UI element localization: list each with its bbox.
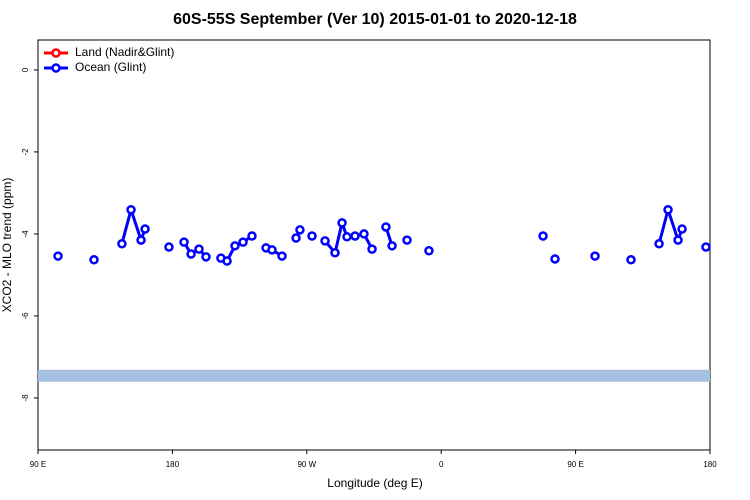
data-point	[238, 237, 248, 247]
data-point	[654, 239, 664, 249]
data-point	[194, 244, 204, 254]
x-axis-label: Longitude (deg E)	[327, 476, 422, 490]
data-point	[538, 231, 548, 241]
data-point	[626, 255, 636, 265]
data-point	[663, 204, 673, 215]
y-axis-label: XCO2 - MLO trend (ppm)	[0, 178, 14, 313]
data-point	[186, 249, 196, 259]
data-point	[424, 245, 434, 256]
data-point	[342, 232, 352, 242]
data-point	[89, 255, 99, 265]
x-tick-label: 180	[703, 460, 717, 469]
x-tick-label: 90 E	[30, 460, 46, 469]
data-point	[402, 235, 412, 245]
x-tick-label: 90 W	[297, 460, 316, 469]
legend-marker	[51, 63, 61, 73]
legend-marker	[51, 48, 61, 58]
data-point	[179, 237, 189, 247]
data-point	[367, 244, 377, 254]
data-point	[701, 242, 711, 252]
reference-band	[38, 369, 710, 382]
data-point	[136, 235, 146, 245]
series-line	[122, 210, 706, 261]
data-point	[247, 231, 257, 241]
chart-title: 60S-55S September (Ver 10) 2015-01-01 to…	[173, 11, 577, 28]
data-point	[337, 218, 347, 228]
data-point	[277, 251, 287, 261]
data-point	[359, 229, 369, 239]
data-point	[230, 241, 240, 251]
y-tick-label: -8	[21, 394, 30, 402]
data-point	[673, 235, 683, 245]
x-tick-label: 90 E	[567, 460, 583, 469]
x-tick-label: 0	[439, 460, 444, 469]
x-tick-label: 180	[166, 460, 180, 469]
data-point	[590, 251, 600, 261]
data-point	[320, 236, 330, 246]
data-point	[267, 245, 277, 255]
data-point	[53, 251, 63, 261]
data-point	[295, 225, 305, 235]
y-tick-label: -4	[21, 230, 30, 238]
data-point	[140, 224, 150, 234]
data-point	[330, 248, 340, 258]
data-point	[381, 222, 391, 232]
data-point	[164, 242, 174, 252]
y-tick-label: -6	[21, 312, 30, 320]
data-point	[387, 241, 397, 251]
legend-label: Ocean (Glint)	[75, 60, 146, 74]
legend-label: Land (Nadir&Glint)	[75, 45, 174, 59]
data-point	[117, 239, 127, 249]
y-tick-label: -2	[21, 148, 30, 156]
data-point	[126, 204, 136, 215]
data-point	[307, 231, 317, 241]
y-tick-label: 0	[21, 67, 30, 72]
data-point	[550, 254, 560, 264]
data-point	[201, 252, 211, 262]
data-point	[222, 256, 232, 266]
data-point	[350, 231, 360, 241]
data-point	[677, 224, 687, 234]
data-point	[291, 233, 301, 243]
